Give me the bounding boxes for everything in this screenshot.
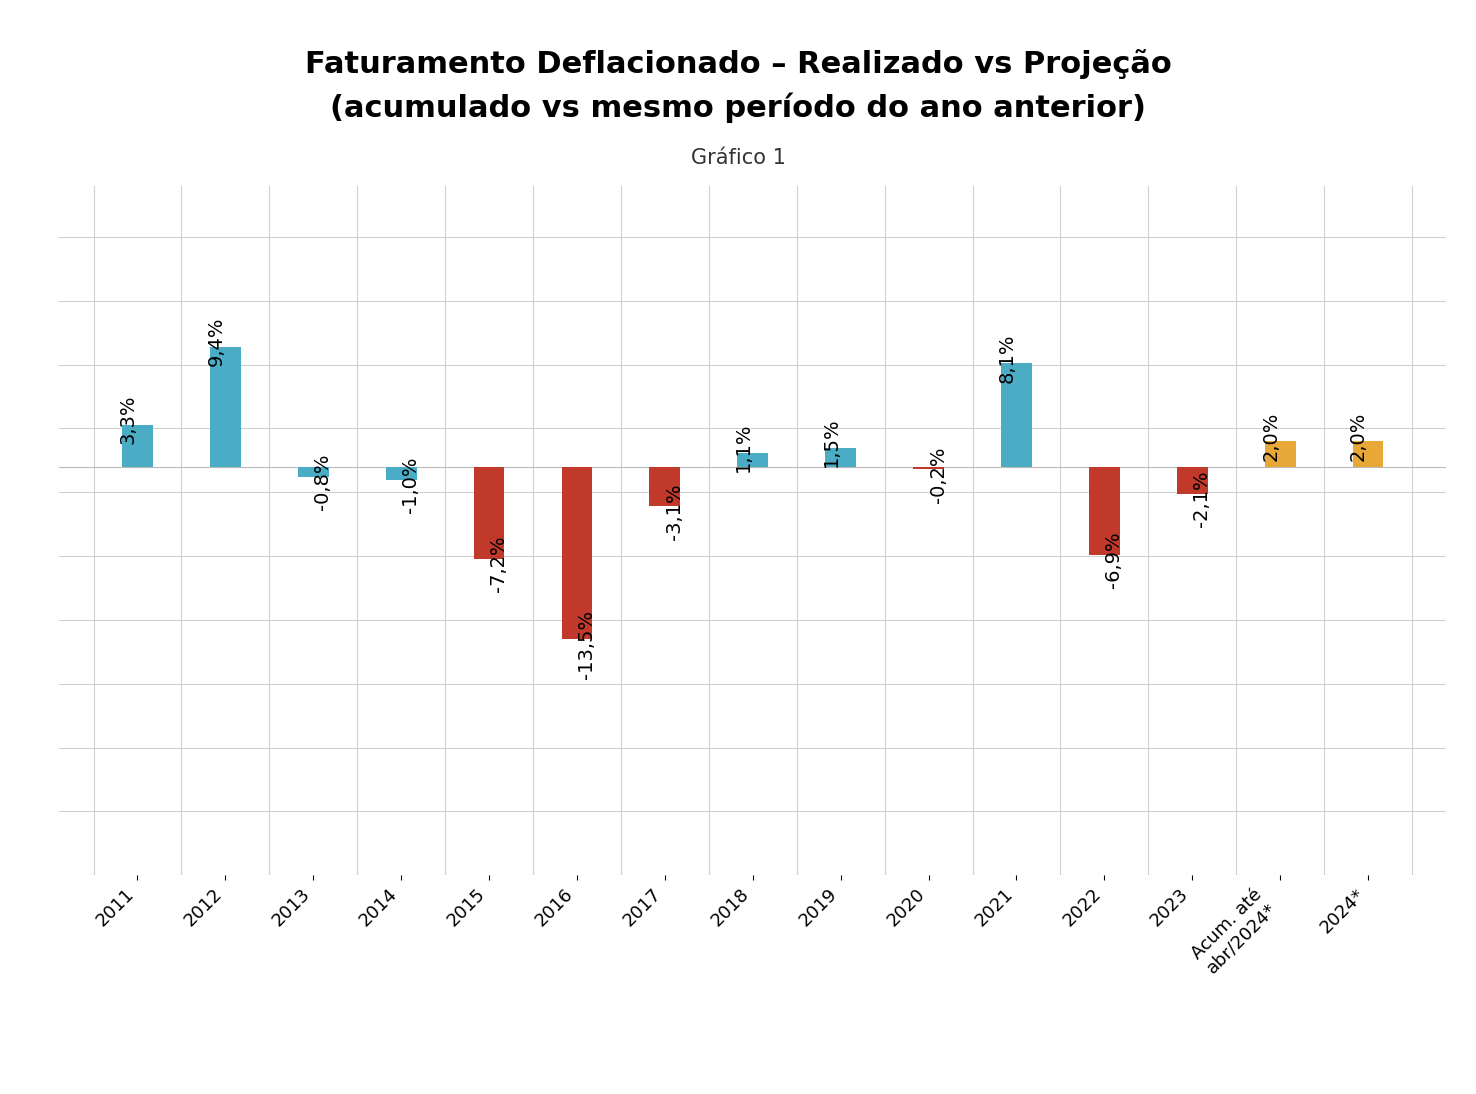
Text: 3,3%: 3,3%	[118, 395, 137, 444]
Text: 1,5%: 1,5%	[822, 418, 841, 467]
Text: 9,4%: 9,4%	[207, 317, 226, 366]
Text: Faturamento Deflacionado – Realizado vs Projeção: Faturamento Deflacionado – Realizado vs …	[304, 49, 1172, 79]
Text: 2,0%: 2,0%	[1261, 411, 1280, 461]
Text: 2,0%: 2,0%	[1349, 411, 1368, 461]
Text: 8,1%: 8,1%	[998, 334, 1017, 383]
Text: -7,2%: -7,2%	[489, 535, 508, 592]
Bar	[210, 347, 241, 467]
Bar	[825, 447, 856, 467]
Text: -0,2%: -0,2%	[928, 446, 948, 502]
Text: -6,9%: -6,9%	[1104, 532, 1123, 589]
Bar	[1265, 441, 1296, 467]
Bar	[1001, 363, 1032, 467]
Bar	[738, 453, 768, 467]
Bar	[1176, 467, 1207, 493]
Bar	[298, 467, 329, 477]
Text: -0,8%: -0,8%	[313, 454, 332, 510]
Bar	[123, 424, 154, 467]
Text: -13,5%: -13,5%	[577, 609, 596, 678]
Bar	[649, 467, 680, 507]
Text: -3,1%: -3,1%	[664, 484, 683, 539]
Text: (acumulado vs mesmo período do ano anterior): (acumulado vs mesmo período do ano anter…	[331, 93, 1145, 124]
Bar	[1089, 467, 1120, 555]
Bar	[914, 467, 945, 469]
Text: -2,1%: -2,1%	[1193, 470, 1212, 527]
Text: 1,1%: 1,1%	[734, 423, 753, 473]
Bar	[385, 467, 416, 479]
Bar	[561, 467, 592, 639]
Bar	[474, 467, 505, 559]
Bar	[1352, 441, 1383, 467]
Text: -1,0%: -1,0%	[401, 456, 421, 513]
Text: Gráfico 1: Gráfico 1	[691, 148, 785, 167]
